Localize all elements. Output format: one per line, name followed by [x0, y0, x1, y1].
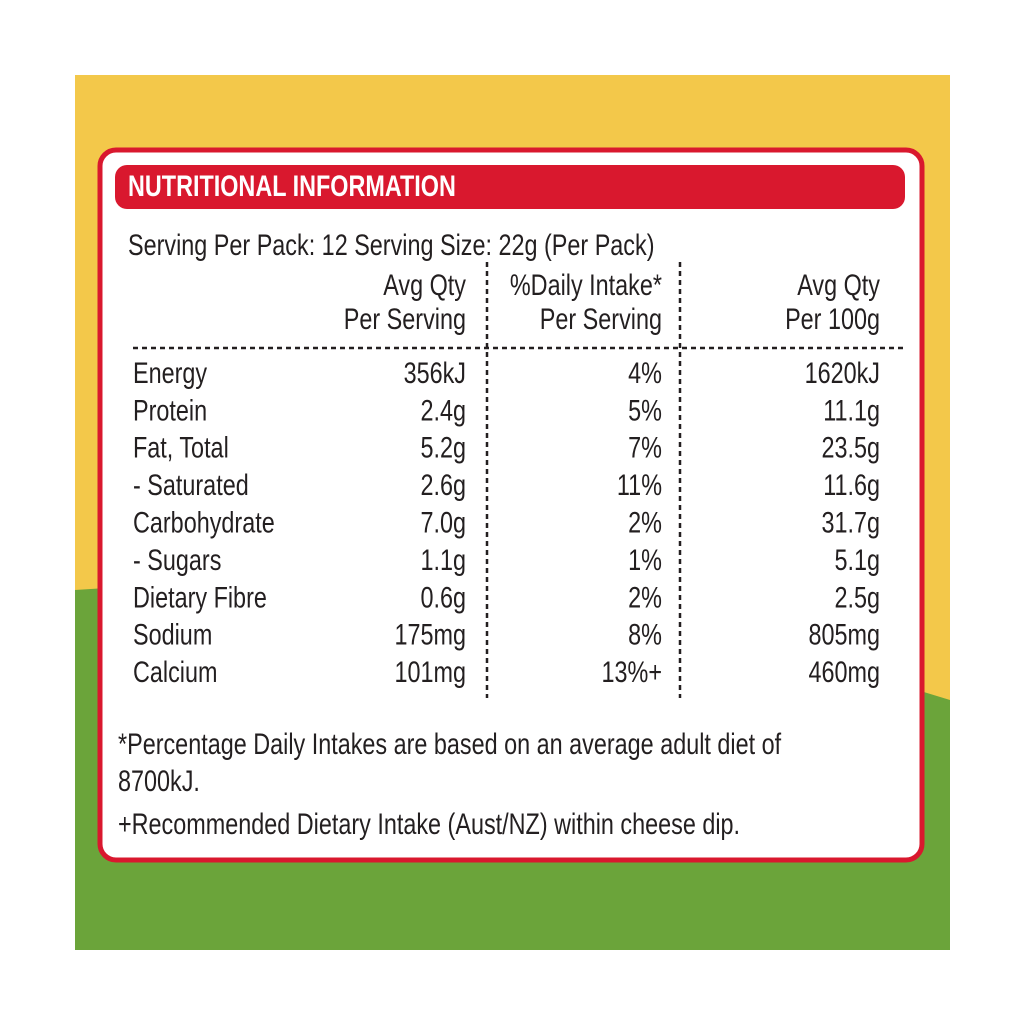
- nutrient-value: 2.6g: [420, 468, 466, 501]
- nutrient-value: 2.4g: [420, 394, 466, 427]
- nutrient-value: 2%: [628, 581, 662, 614]
- nutrient-value: 31.7g: [821, 506, 880, 539]
- text-layer: NUTRITIONAL INFORMATION Serving Per Pack:…: [118, 169, 880, 840]
- nutrient-value: 4%: [628, 356, 662, 389]
- nutrient-name: Protein: [133, 394, 207, 427]
- header-bar: [115, 165, 905, 209]
- nutrient-name: Carbohydrate: [133, 506, 275, 539]
- nutrient-value: 5%: [628, 394, 662, 427]
- nutrient-name: Calcium: [133, 655, 217, 688]
- nutrient-value: 0.6g: [420, 581, 466, 614]
- nutrient-value: 11%: [617, 468, 662, 501]
- footnote: 8700kJ.: [118, 764, 200, 797]
- nutrient-value: 13%+: [602, 655, 662, 688]
- footnote: +Recommended Dietary Intake (Aust/NZ) wi…: [118, 807, 740, 840]
- nutrient-value: 8%: [628, 618, 662, 651]
- nutrient-value: 2%: [628, 506, 662, 539]
- nutrient-name: - Sugars: [133, 543, 221, 576]
- header-title: NUTRITIONAL INFORMATION: [128, 169, 456, 202]
- nutrient-value: 1%: [628, 543, 662, 576]
- nutrient-value: 7.0g: [420, 506, 466, 539]
- nutrient-value: 7%: [628, 431, 662, 464]
- nutrient-name: Sodium: [133, 618, 212, 651]
- nutrient-value: 175mg: [394, 618, 466, 651]
- nutrient-name: - Saturated: [133, 468, 249, 501]
- nutrient-name: Energy: [133, 356, 208, 389]
- nutrient-name: Fat, Total: [133, 431, 229, 464]
- nutrient-value: 11.6g: [823, 468, 880, 501]
- card: [97, 147, 925, 863]
- nutrient-value: 5.2g: [420, 431, 466, 464]
- column-header: Avg Qty: [383, 268, 466, 301]
- nutrient-value: 1620kJ: [805, 356, 880, 389]
- column-header: Per Serving: [344, 302, 466, 335]
- nutrient-value: 356kJ: [404, 356, 466, 389]
- column-header: Avg Qty: [797, 268, 880, 301]
- nutrient-value: 11.1g: [823, 394, 880, 427]
- nutrient-value: 460mg: [808, 655, 880, 688]
- nutrient-value: 101mg: [394, 655, 466, 688]
- nutrient-value: 805mg: [808, 618, 880, 651]
- footnote: *Percentage Daily Intakes are based on a…: [118, 727, 782, 760]
- nutrient-value: 23.5g: [821, 431, 880, 464]
- nutrient-value: 1.1g: [420, 543, 466, 576]
- column-header: Per Serving: [540, 302, 662, 335]
- nutrient-name: Dietary Fibre: [133, 581, 267, 614]
- nutrient-value: 5.1g: [834, 543, 880, 576]
- nutrient-value: 2.5g: [834, 581, 880, 614]
- column-header: Per 100g: [785, 302, 880, 335]
- column-header: %Daily Intake*: [510, 268, 663, 301]
- serving-info: Serving Per Pack: 12 Serving Size: 22g (…: [128, 228, 655, 261]
